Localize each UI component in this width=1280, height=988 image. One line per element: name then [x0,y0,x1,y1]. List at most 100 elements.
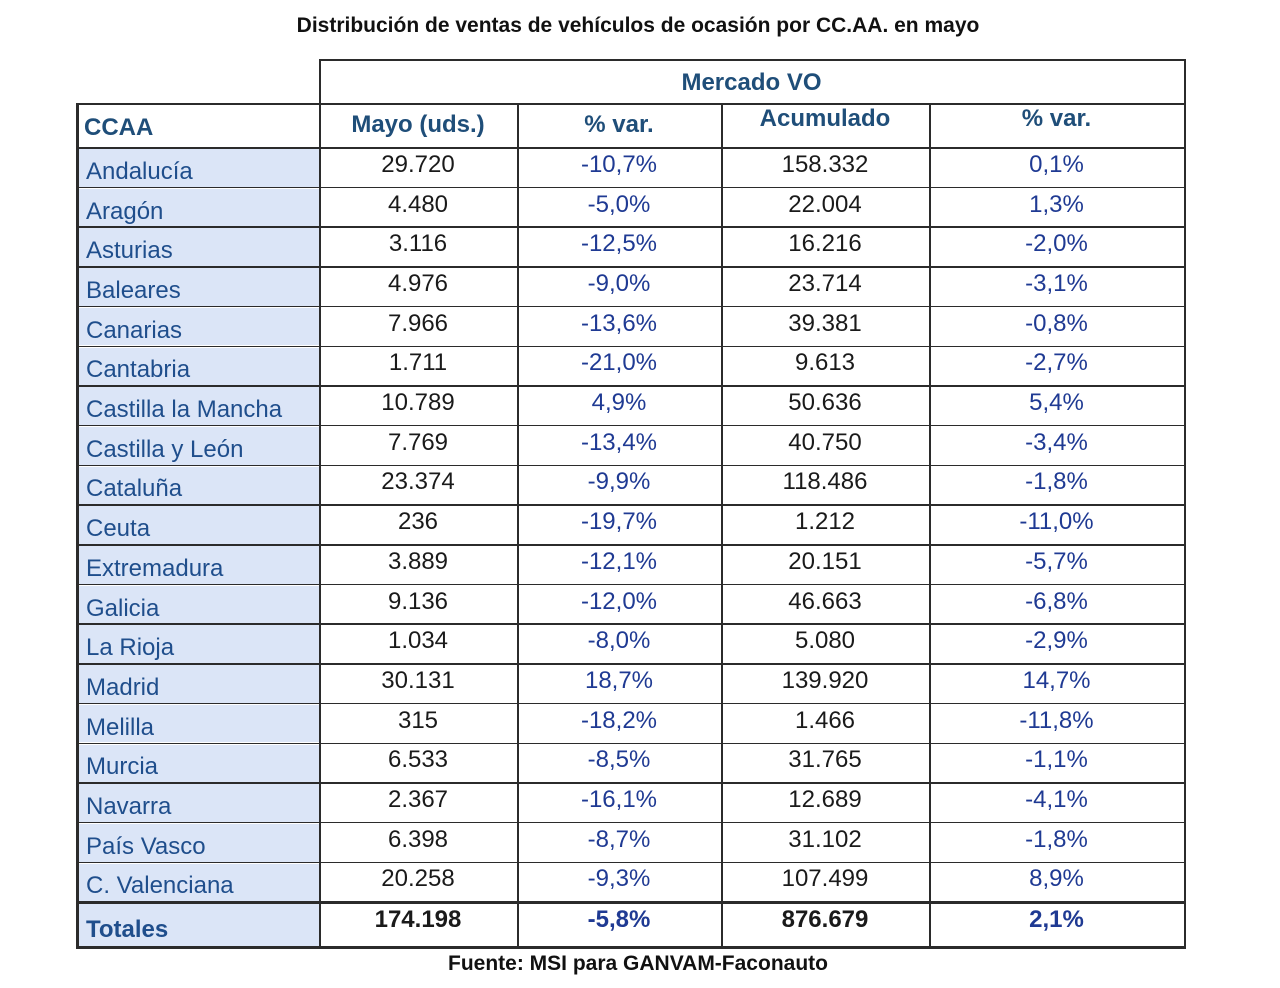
row-mayo-value: 2.367 [387,786,449,814]
row-mayo-value: 236 [397,508,439,536]
grid-line [76,583,1186,586]
row-var-acumulado-value: 0,1% [1029,150,1084,178]
row-var-mayo-value: -18,2% [580,706,658,734]
row-var-mayo-value: -12,1% [580,547,658,575]
grid-line [76,103,1186,105]
row-ccaa-name: Galicia [78,585,319,624]
group-header: Mercado VO [681,69,822,96]
row-var-mayo-value: 18,7% [584,666,654,694]
row-var-acumulado-value: -1,1% [1025,746,1088,774]
row-mayo-value: 1.711 [388,349,448,377]
row-var-acumulado-value: -4,1% [1025,786,1088,814]
grid-line [76,901,1186,905]
row-ccaa-name: Baleares [78,268,319,306]
row-var-mayo-value: -19,7% [580,508,658,536]
row-ccaa-name: C. Valenciana [78,863,319,902]
row-var-acumulado-value: -2,7% [1025,349,1088,377]
row-ccaa-name: Navarra [78,784,319,822]
row-ccaa-name: Canarias [78,307,319,346]
row-ccaa-name: La Rioja [78,625,319,664]
row-ccaa-name: Madrid [78,665,319,703]
row-var-acumulado-value: 8,9% [1029,865,1084,893]
source-note: Fuente: MSI para GANVAM-Faconauto [448,952,828,975]
row-var-acumulado-value: -3,4% [1025,428,1088,456]
row-var-mayo-value: 4,9% [591,389,647,417]
row-ccaa-name: Asturias [78,228,319,267]
row-var-mayo-value: -9,0% [587,269,651,297]
row-ccaa-name: Ceuta [78,506,319,544]
column-header-ccaa: CCAA [84,114,154,141]
row-mayo-value: 4.480 [387,190,449,218]
grid-line [76,147,1186,149]
row-acumulado-value: 20.151 [788,547,862,575]
row-acumulado-value: 31.765 [788,746,862,774]
grid-line [721,103,723,946]
grid-line [76,821,1186,824]
row-var-mayo-value: -5,0% [587,190,651,218]
row-acumulado-value: 1.466 [794,706,856,734]
grid-line [76,504,1186,506]
row-ccaa-name: Cantabria [78,347,319,386]
grid-line [76,544,1186,546]
grid-line [76,305,1186,308]
row-var-mayo-value: -13,6% [580,309,658,337]
row-var-acumulado-value: -5,7% [1025,547,1088,575]
row-acumulado-value: 50.636 [788,389,862,417]
row-var-mayo-value: -9,3% [587,865,651,893]
grid-line [76,782,1186,784]
row-mayo-value: 20.258 [381,865,455,893]
row-acumulado-value: 22.004 [788,190,862,218]
row-acumulado-value: 31.102 [788,825,862,853]
row-var-mayo-value: -13,4% [580,428,658,456]
row-mayo-value: 9.136 [387,587,449,615]
row-acumulado-value: 118.486 [782,468,868,496]
grid-line [76,464,1186,467]
row-var-acumulado-value: -1,8% [1025,468,1088,496]
row-ccaa-name: Melilla [78,704,319,743]
row-ccaa-name: País Vasco [78,823,319,862]
row-ccaa-name: Murcia [78,744,319,783]
totals-var-mayo: -5,8% [587,905,651,933]
row-var-mayo-value: -8,5% [587,746,651,774]
grid-line [76,186,1186,189]
grid-line [76,345,1186,347]
row-acumulado-value: 39.381 [788,309,862,337]
row-var-mayo-value: -16,1% [580,786,658,814]
row-acumulado-value: 5.080 [794,627,856,655]
row-mayo-value: 3.116 [388,230,448,258]
row-mayo-value: 30.131 [381,666,455,694]
grid-line [76,424,1186,427]
row-var-mayo-value: -10,7% [580,150,658,178]
row-var-acumulado-value: -6,8% [1025,587,1088,615]
grid-line [929,103,931,946]
row-acumulado-value: 1.212 [794,508,856,536]
row-mayo-value: 23.374 [381,468,455,496]
totals-label: Totales [78,903,319,946]
grid-line [76,742,1186,744]
table-title: Distribución de ventas de vehículos de o… [296,14,980,37]
grid-line [76,946,1186,949]
row-var-acumulado-value: -3,1% [1025,269,1088,297]
row-mayo-value: 7.966 [387,309,449,337]
grid-line [1184,59,1186,946]
row-var-acumulado-value: 5,4% [1029,389,1084,417]
row-var-acumulado-value: -1,8% [1025,825,1088,853]
grid-line [76,663,1186,665]
row-acumulado-value: 23.714 [788,269,862,297]
row-mayo-value: 315 [397,706,439,734]
row-mayo-value: 7.769 [387,428,449,456]
row-mayo-value: 10.789 [381,389,455,417]
row-acumulado-value: 9.613 [794,349,856,377]
grid-line [517,103,519,946]
row-var-acumulado-value: -0,8% [1025,309,1088,337]
row-var-mayo-value: -12,5% [580,230,658,258]
grid-line [319,59,1184,61]
row-var-acumulado-value: -2,0% [1025,230,1088,258]
row-acumulado-value: 107.499 [781,865,869,893]
row-mayo-value: 1.034 [387,627,449,655]
row-mayo-value: 6.533 [387,746,449,774]
totals-mayo: 174.198 [374,905,462,933]
grid-line [319,103,321,946]
grid-line [319,59,321,103]
grid-line [76,623,1186,625]
